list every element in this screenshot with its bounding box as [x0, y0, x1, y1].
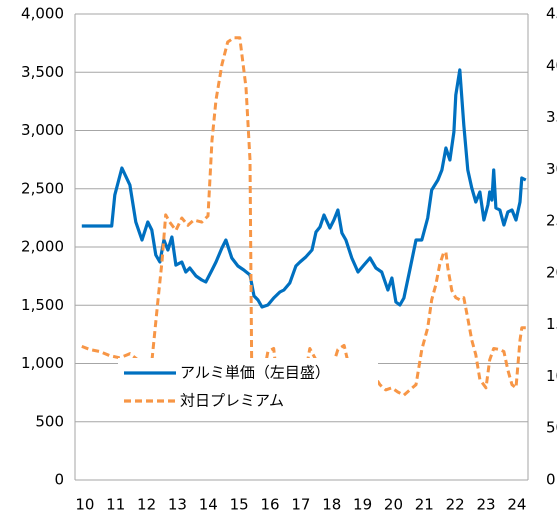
y2-tick-label: 200: [546, 263, 557, 281]
y-tick-label: 1,000: [21, 354, 64, 372]
x-tick-label: 18: [322, 496, 341, 514]
x-tick-label: 12: [137, 496, 156, 514]
y-tick-label: 4,000: [21, 5, 64, 23]
y2-tick-label: 100: [546, 367, 557, 385]
y2-tick-label: 300: [546, 160, 557, 178]
x-tick-label: 10: [75, 496, 94, 514]
legend-label: 対日プレミアム: [180, 392, 284, 410]
y2-tick-label: 400: [546, 56, 557, 74]
y-tick-label: 0: [54, 471, 64, 489]
x-tick-label: 14: [199, 496, 218, 514]
y-tick-label: 3,000: [21, 121, 64, 139]
x-tick-label: 11: [106, 496, 125, 514]
y2-tick-label: 0: [546, 471, 556, 489]
series-line: [81, 36, 526, 402]
x-tick-label: 15: [230, 496, 249, 514]
y2-tick-label: 350: [546, 108, 557, 126]
y-tick-label: 2,500: [21, 179, 64, 197]
y2-tick-label: 150: [546, 315, 557, 333]
y2-tick-label: 50: [546, 419, 557, 437]
y-tick-label: 1,500: [21, 296, 64, 314]
y-tick-label: 2,000: [21, 238, 64, 256]
x-tick-label: 22: [446, 496, 465, 514]
x-tick-label: 19: [353, 496, 372, 514]
series-line: [81, 68, 527, 309]
y-tick-label: 3,500: [21, 63, 64, 81]
x-tick-label: 17: [291, 496, 310, 514]
y2-tick-label: 450: [546, 5, 557, 23]
legend-label: アルミ単価（左目盛）: [180, 364, 330, 382]
x-tick-label: 16: [260, 496, 279, 514]
y-tick-label: 500: [35, 412, 64, 430]
x-tick-label: 21: [415, 496, 434, 514]
legend-box: [118, 358, 378, 418]
x-tick-label: 24: [507, 496, 526, 514]
x-tick-label: 20: [384, 496, 403, 514]
x-tick-label: 23: [476, 496, 495, 514]
x-tick-label: 13: [168, 496, 187, 514]
y2-tick-label: 250: [546, 212, 557, 230]
